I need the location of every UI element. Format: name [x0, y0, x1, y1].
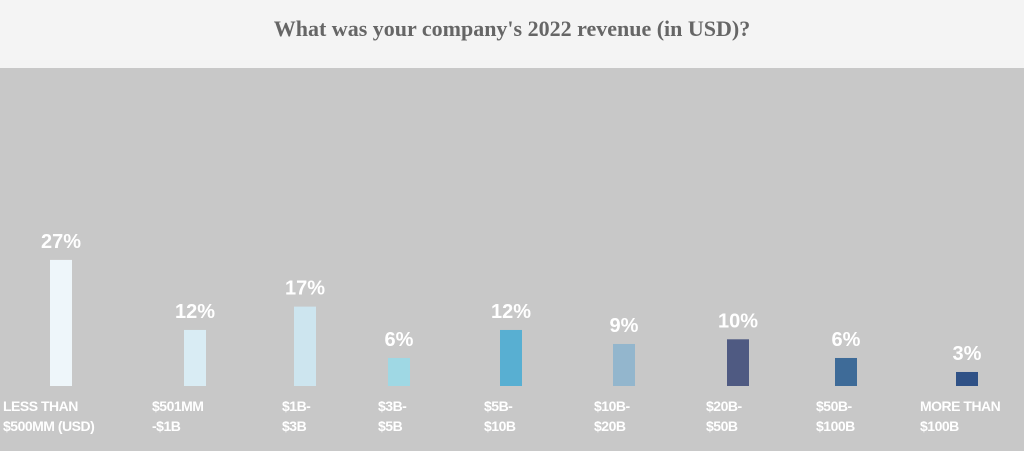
value-label: 9%	[610, 315, 639, 337]
bar	[184, 329, 206, 386]
value-label: 3%	[953, 343, 982, 365]
bar	[613, 343, 635, 386]
x-tick-label: $50B- $100B	[816, 398, 855, 434]
x-tick-label: $3B- $5B	[378, 398, 407, 434]
bar	[50, 259, 72, 386]
bar	[388, 357, 410, 386]
x-tick-label: $5B- $10B	[484, 398, 516, 434]
value-label: 12%	[175, 301, 215, 323]
x-tick-label: $1B- $3B	[282, 398, 311, 434]
x-tick-label: $501MM -$1B	[152, 398, 204, 434]
x-tick-label: LESS THAN $500MM (USD)	[3, 398, 95, 434]
bar	[956, 371, 978, 386]
bar	[835, 357, 857, 386]
x-tick-label: $20B- $50B	[706, 398, 742, 434]
x-tick-label: MORE THAN $100B	[920, 398, 1001, 434]
bar	[294, 306, 316, 386]
value-label: 17%	[285, 278, 325, 300]
chart-title: What was your company's 2022 revenue (in…	[273, 16, 751, 41]
bar	[500, 329, 522, 386]
value-label: 6%	[385, 329, 414, 351]
value-label: 12%	[491, 301, 531, 323]
value-label: 6%	[832, 329, 861, 351]
bar	[727, 339, 749, 386]
header	[0, 0, 1024, 68]
value-label: 27%	[41, 231, 81, 253]
value-label: 10%	[718, 310, 758, 332]
x-tick-label: $10B- $20B	[594, 398, 630, 434]
